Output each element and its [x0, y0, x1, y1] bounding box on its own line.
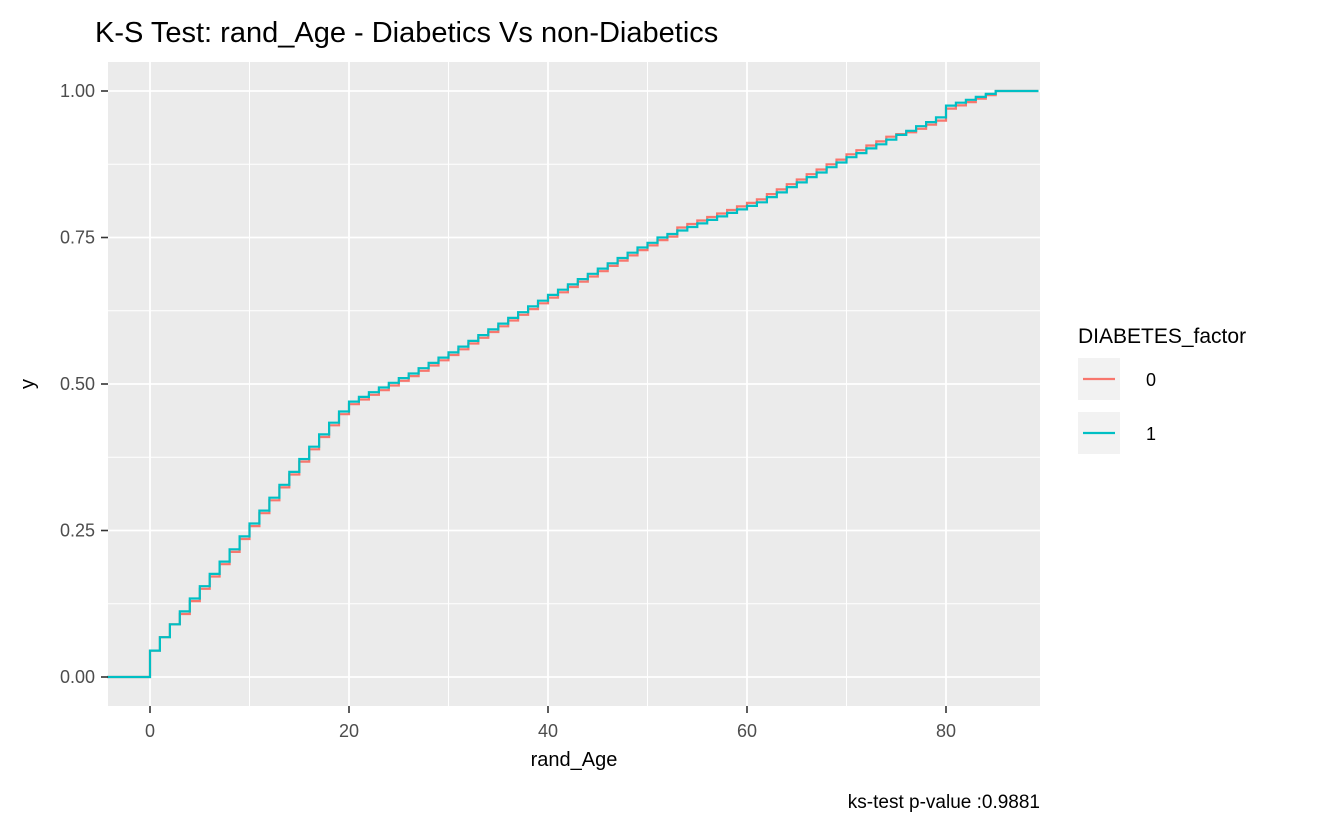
x-tick-label: 40 — [538, 721, 558, 741]
legend-label-0: 0 — [1146, 370, 1156, 390]
x-axis-title: rand_Age — [531, 749, 618, 771]
grid-major-lines — [108, 62, 1040, 706]
ecdf-curve-1 — [107, 89, 1039, 679]
x-tick-label: 60 — [737, 721, 757, 741]
axis-tick-marks — [101, 90, 947, 713]
legend-label-1: 1 — [1146, 424, 1156, 444]
legend: DIABETES_factor 0 1 — [1078, 325, 1246, 454]
y-tick-label: 1.00 — [60, 81, 95, 101]
y-axis-title: y — [17, 379, 39, 389]
ecdf-curve-0 — [107, 89, 1039, 679]
y-tick-label: 0.75 — [60, 228, 95, 248]
y-tick-label: 0.25 — [60, 521, 95, 541]
x-tick-label: 80 — [936, 721, 956, 741]
y-tick-label: 0.00 — [60, 667, 95, 687]
x-tick-label: 20 — [339, 721, 359, 741]
ecdf-step-curves — [107, 89, 1039, 679]
legend-title: DIABETES_factor — [1078, 325, 1246, 348]
chart-title: K-S Test: rand_Age - Diabetics Vs non-Di… — [95, 17, 718, 49]
y-tick-label: 0.50 — [60, 374, 95, 394]
caption-text: ks-test p-value :0.9881 — [848, 792, 1040, 813]
x-tick-label: 0 — [145, 721, 155, 741]
axis-tick-labels: 0 20 40 60 80 0.00 0.25 0.50 0.75 1.00 — [60, 81, 956, 741]
